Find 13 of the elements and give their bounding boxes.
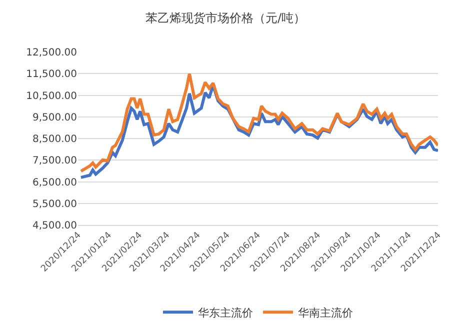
y-tick-label: 8,500.00 bbox=[32, 134, 77, 145]
y-tick-label: 7,500.00 bbox=[32, 156, 77, 167]
y-tick-label: 6,500.00 bbox=[32, 177, 77, 188]
legend-label: 华东主流价 bbox=[198, 306, 253, 320]
y-tick-label: 11,500.00 bbox=[26, 69, 77, 80]
line-series bbox=[79, 72, 438, 173]
y-tick-label: 10,500.00 bbox=[26, 90, 77, 102]
y-tick-label: 4,500.00 bbox=[32, 220, 77, 232]
legend-label: 华南主流价 bbox=[298, 306, 353, 320]
y-tick-label: 12,500.00 bbox=[26, 48, 77, 58]
chart-title: 苯乙烯现货市场价格（元/吨） bbox=[145, 10, 306, 25]
y-tick-label: 9,500.00 bbox=[32, 112, 77, 124]
y-tick-label: 5,500.00 bbox=[32, 198, 77, 210]
